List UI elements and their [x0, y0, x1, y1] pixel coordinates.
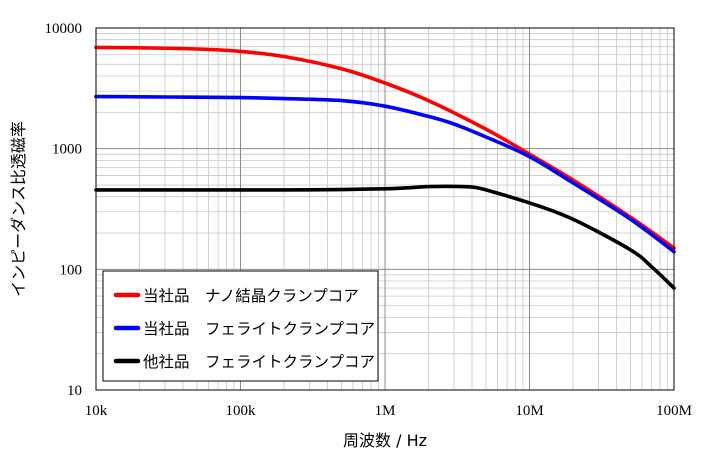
x-axis-title: 周波数 / Hz — [343, 431, 427, 450]
y-tick-label: 10 — [67, 383, 82, 399]
x-tick-label: 10M — [515, 403, 543, 419]
series-line-ferrite-own — [94, 94, 676, 254]
series-line-ferrite-other — [94, 184, 676, 290]
x-tick-label: 1M — [375, 403, 396, 419]
plot-frame — [95, 27, 675, 391]
x-tick-label: 10k — [85, 403, 108, 419]
y-axis-title: インピーダンス比透磁率 — [9, 121, 28, 297]
x-tick-labels: 10k 100k 1M 10M 100M — [85, 403, 692, 419]
y-tick-label: 100 — [60, 262, 83, 278]
x-tick-label: 100M — [656, 403, 692, 419]
legend-label: 他社品 フェライトクランプコア — [143, 353, 375, 371]
legend-label: 当社品 ナノ結晶クランプコア — [143, 287, 359, 305]
x-tick-label: 100k — [226, 403, 257, 419]
legend-box — [102, 270, 379, 382]
series-lines — [94, 45, 676, 290]
y-tick-label: 1000 — [52, 142, 82, 158]
series-line-nano-crystal — [94, 45, 676, 250]
legend-label: 当社品 フェライトクランプコア — [143, 320, 375, 338]
y-tick-label: 10000 — [45, 21, 83, 37]
y-tick-labels: 10 100 1000 10000 — [45, 21, 83, 399]
